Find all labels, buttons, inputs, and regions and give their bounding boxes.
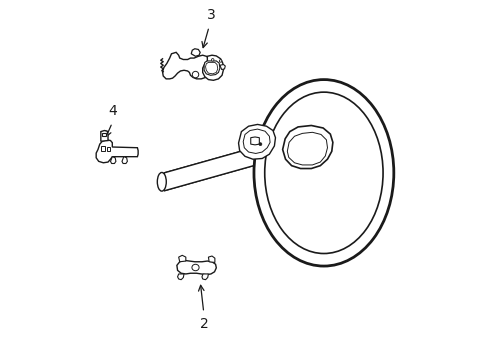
Polygon shape <box>251 137 259 145</box>
Polygon shape <box>220 64 225 69</box>
Ellipse shape <box>259 143 262 145</box>
Polygon shape <box>107 147 110 150</box>
Polygon shape <box>96 140 138 163</box>
Polygon shape <box>283 126 333 168</box>
Polygon shape <box>177 260 216 275</box>
Polygon shape <box>101 131 108 141</box>
Polygon shape <box>101 133 106 136</box>
Text: 2: 2 <box>200 317 209 331</box>
Polygon shape <box>208 256 215 262</box>
Text: 4: 4 <box>109 104 118 118</box>
Ellipse shape <box>157 172 166 191</box>
Polygon shape <box>239 125 275 159</box>
Polygon shape <box>243 129 270 153</box>
Polygon shape <box>202 274 208 280</box>
Ellipse shape <box>192 71 199 78</box>
Ellipse shape <box>254 80 394 266</box>
Polygon shape <box>204 61 220 75</box>
Polygon shape <box>122 157 127 163</box>
Polygon shape <box>179 255 186 262</box>
Polygon shape <box>191 49 200 56</box>
Text: 1: 1 <box>284 237 293 251</box>
Polygon shape <box>111 157 116 163</box>
Ellipse shape <box>192 264 199 271</box>
Polygon shape <box>203 55 223 80</box>
Polygon shape <box>205 62 218 74</box>
Ellipse shape <box>220 60 222 62</box>
Polygon shape <box>287 132 327 165</box>
Polygon shape <box>163 52 212 79</box>
Polygon shape <box>164 140 279 191</box>
Polygon shape <box>177 274 184 280</box>
Polygon shape <box>101 146 105 150</box>
Text: 3: 3 <box>207 8 215 22</box>
Ellipse shape <box>265 92 383 253</box>
Ellipse shape <box>212 59 214 61</box>
